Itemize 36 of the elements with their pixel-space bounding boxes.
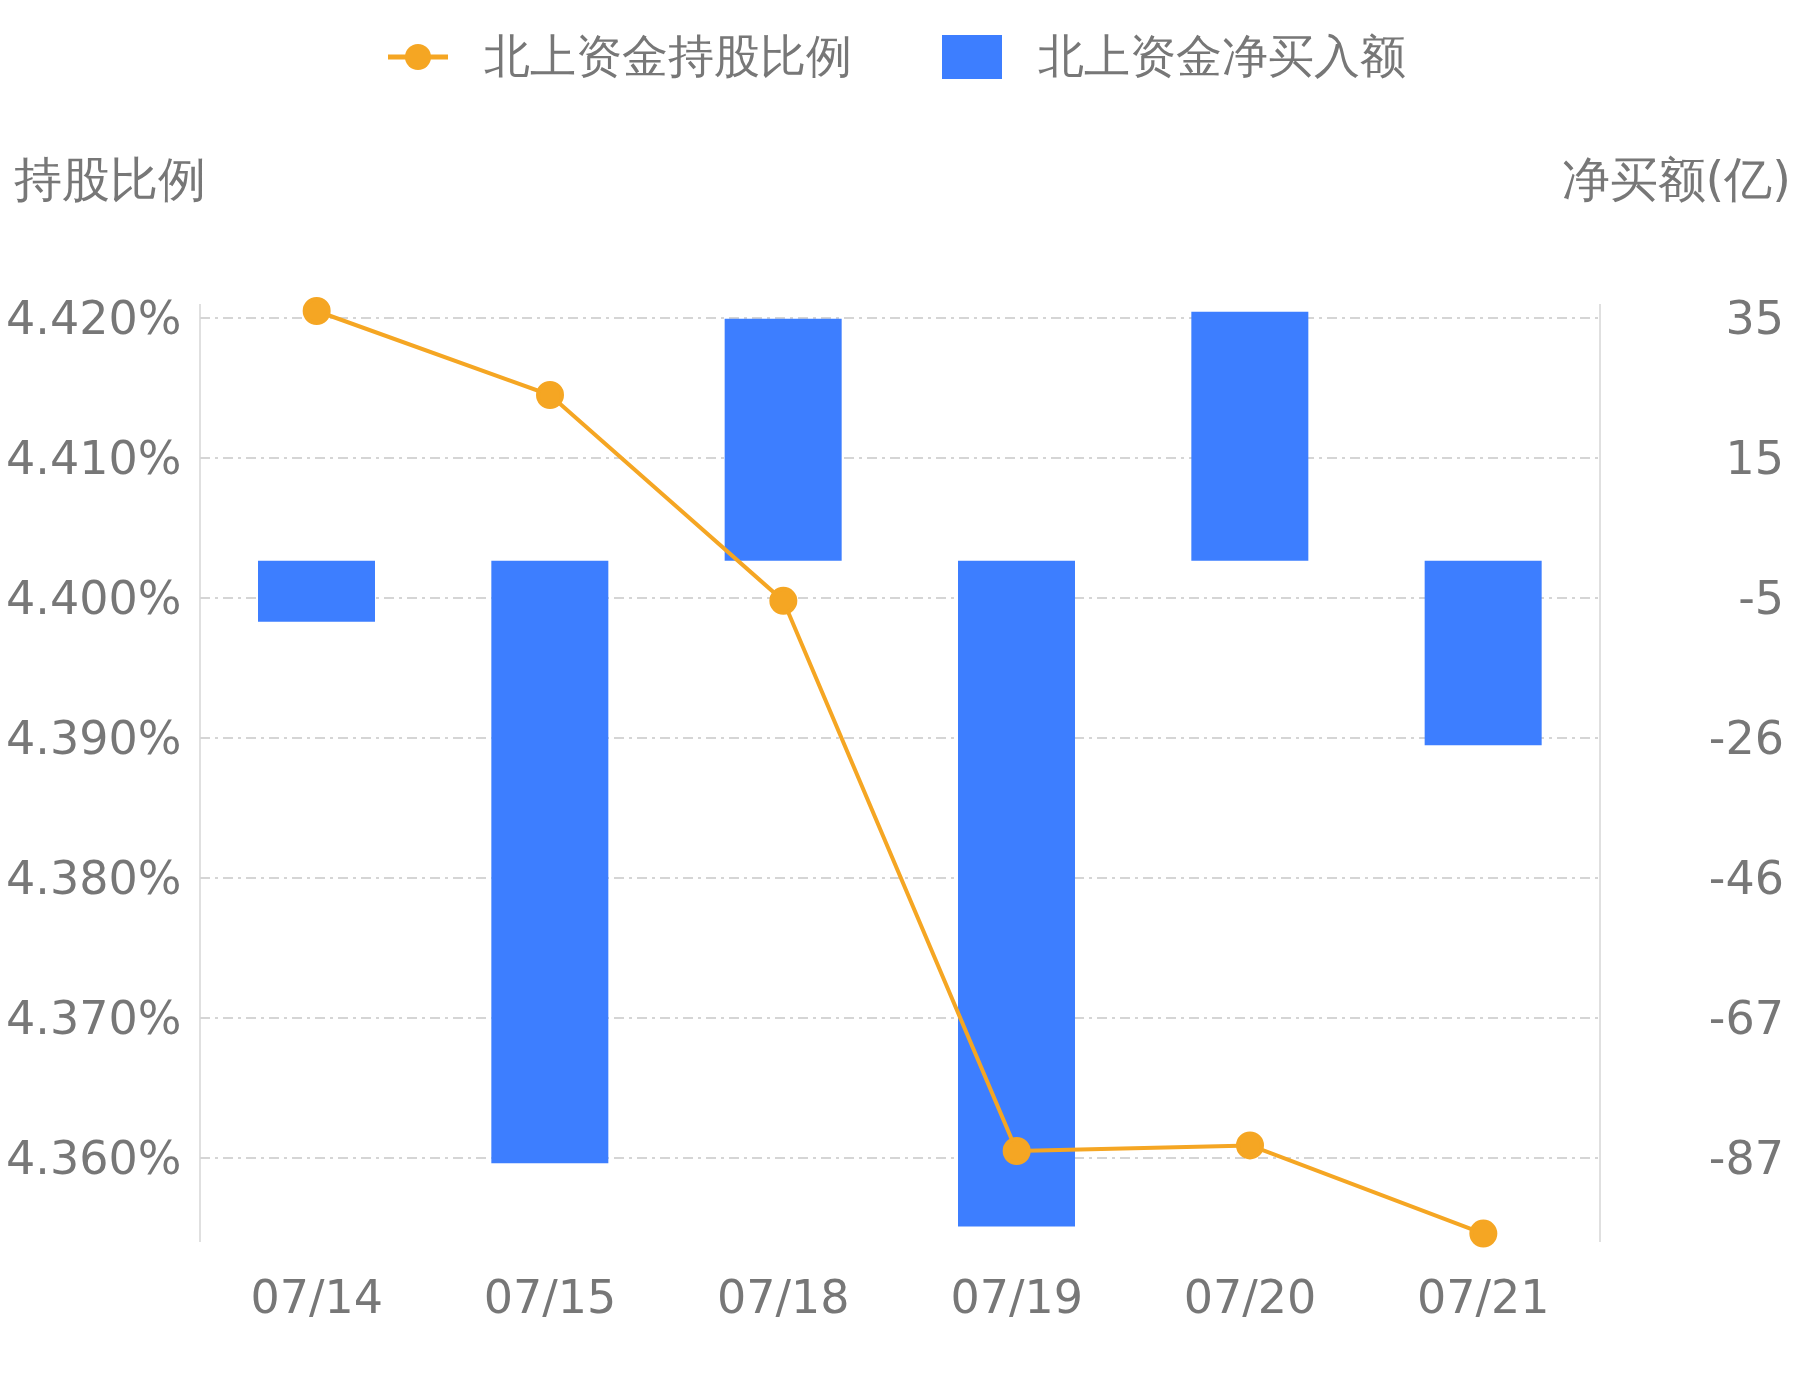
y-tick-label: 4.400%: [6, 571, 182, 626]
y-tick-label: 4.380%: [6, 851, 182, 906]
y2-tick-label: -87: [1708, 1131, 1784, 1186]
legend-label: 北上资金持股比例: [483, 28, 852, 85]
y-tick-label: 4.360%: [6, 1131, 182, 1186]
x-tick-label: 07/20: [1183, 1269, 1317, 1324]
bar: [1424, 560, 1542, 746]
y-tick-label: 4.410%: [6, 431, 182, 486]
y-tick-label: 4.420%: [6, 291, 182, 346]
y-tick-label: 4.390%: [6, 711, 182, 766]
point: [1236, 1131, 1264, 1160]
y2-tick-label: 35: [1725, 291, 1784, 346]
bar: [724, 318, 842, 561]
bar: [491, 560, 609, 1164]
point: [536, 381, 564, 409]
x-tick-label: 07/14: [250, 1269, 383, 1324]
point: [302, 297, 331, 325]
y-axis-title: 持股比例: [14, 150, 206, 209]
bar: [958, 560, 1075, 1227]
y2-tick-label: -67: [1708, 991, 1784, 1046]
y2-tick-label: -26: [1708, 711, 1784, 766]
x-tick-label: 07/15: [483, 1269, 617, 1324]
y2-axis-title: 净买额(亿): [1561, 150, 1791, 209]
y2-tick-label: -5: [1738, 571, 1784, 626]
point: [1002, 1137, 1031, 1165]
x-tick-label: 07/18: [717, 1269, 850, 1324]
bar: [1191, 311, 1309, 561]
legend-label: 北上资金净买入额: [1037, 28, 1406, 85]
point: [769, 586, 798, 615]
y-tick-label: 4.370%: [6, 991, 182, 1046]
y2-tick-label: 15: [1725, 431, 1784, 486]
x-tick-label: 07/21: [1417, 1269, 1550, 1324]
x-tick-label: 07/19: [950, 1269, 1083, 1324]
point: [1469, 1219, 1498, 1248]
y2-tick-label: -46: [1708, 851, 1784, 906]
bar: [258, 560, 375, 622]
